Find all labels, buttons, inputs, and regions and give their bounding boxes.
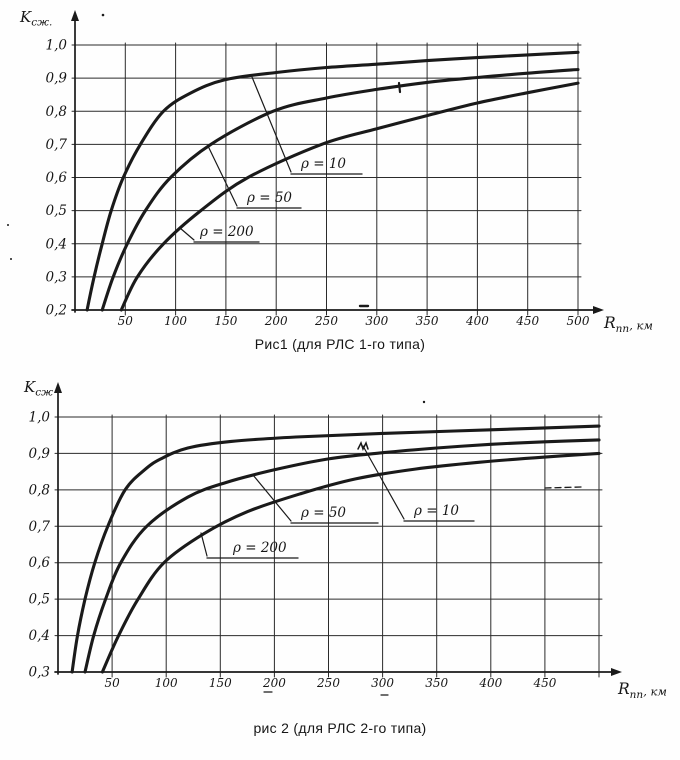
x-tick-label-100: 100	[155, 676, 178, 690]
scan-artifact	[10, 258, 12, 260]
chart-2-caption: рис 2 (для РЛС 2-го типа)	[253, 720, 427, 736]
curve-label-leader-rho-50	[252, 474, 292, 522]
x-axis-arrow	[611, 668, 622, 676]
x-tick-label-300: 300	[371, 676, 394, 690]
curve-label-leader-rho-200	[179, 227, 195, 241]
x-tick-label-300: 300	[365, 314, 388, 328]
curve-label-rho-10: ρ = 10	[413, 503, 459, 519]
x-tick-label-150: 150	[209, 676, 232, 690]
curve-label-leader-rho-50	[207, 145, 238, 207]
x-tick-label-400: 400	[465, 314, 489, 328]
y-tick-label-8: 0,2	[46, 303, 67, 319]
curve-label-leader-rho-200	[200, 532, 208, 557]
scan-artifact	[357, 441, 369, 451]
curve-label-rho-200: ρ = 200	[199, 224, 254, 240]
x-tick-label-450: 450	[532, 676, 556, 690]
y-tick-label-3: 0,7	[46, 137, 68, 153]
x-tick-label-500: 500	[567, 314, 590, 328]
y-tick-label-0: 1,0	[29, 410, 51, 426]
y-tick-label-5: 0,5	[46, 203, 67, 219]
scan-artifact	[422, 400, 426, 404]
curve-rho-200	[119, 81, 580, 312]
x-tick-label-200: 200	[262, 676, 286, 690]
y-tick-label-4: 0,6	[46, 170, 68, 186]
chart-2-plot: 50 100 150 200 250 300 350 400 450 1,0 0,9 0,8 0,7 0,…	[23, 378, 667, 701]
scan-artifact	[7, 224, 9, 226]
curve-label-rho-10: ρ = 10	[300, 156, 346, 172]
y-axis-arrow	[54, 382, 62, 393]
x-tick-label-350: 350	[416, 314, 439, 328]
chart-1-plot: 50 100 150 200 250 300 350 400 450 500 1,0 0,9 0,8 0,…	[7, 8, 653, 335]
x-tick-label-50: 50	[118, 314, 134, 328]
curve-rho-50	[100, 67, 580, 312]
curve-label-rho-50: ρ = 50	[246, 190, 292, 206]
y-tick-label-0: 1,0	[46, 38, 68, 54]
curve-label-rho-200: ρ = 200	[232, 540, 287, 556]
scan-artifact	[397, 81, 402, 94]
y-axis-arrow	[71, 10, 79, 21]
y-tick-label-3: 0,7	[29, 519, 51, 535]
curve-rho-200	[100, 451, 601, 674]
chart-1-block: 50 100 150 200 250 300 350 400 450 500 1,0 0,9 0,8 0,…	[0, 0, 680, 366]
curve-label-leader-rho-10	[251, 76, 292, 173]
x-tick-label-250: 250	[316, 676, 340, 690]
y-axis-title: Kсж.	[19, 8, 52, 29]
y-tick-label-7: 0,3	[46, 269, 67, 285]
curve-rho-10	[70, 424, 601, 674]
x-tick-label-200: 200	[264, 314, 288, 328]
x-tick-label-350: 350	[425, 676, 448, 690]
scan-artifact	[101, 13, 105, 17]
y-tick-label-6: 0,4	[29, 628, 50, 644]
x-axis-title: Rпп, км	[617, 680, 667, 701]
x-tick-label-100: 100	[164, 314, 187, 328]
y-tick-label-6: 0,4	[46, 236, 67, 252]
scan-artifact	[544, 486, 582, 489]
curve-rho-50	[83, 438, 601, 674]
y-tick-label-4: 0,6	[29, 555, 51, 571]
y-tick-label-7: 0,3	[29, 665, 50, 681]
curve-label-leader-rho-10	[362, 445, 405, 520]
curve-rho-10	[85, 50, 580, 312]
x-tick-label-150: 150	[214, 314, 237, 328]
x-tick-label-400: 400	[478, 676, 502, 690]
curve-label-rho-50: ρ = 50	[300, 505, 346, 521]
x-tick-label-50: 50	[104, 676, 120, 690]
chart-2-block: 50 100 150 200 250 300 350 400 450 1,0 0,9 0,8 0,7 0,…	[0, 370, 680, 760]
y-tick-label-5: 0,5	[29, 592, 50, 608]
y-tick-label-1: 0,9	[46, 71, 68, 87]
x-axis-title: Rпп, км	[603, 314, 653, 335]
grid	[71, 42, 582, 316]
x-axis-arrow	[593, 306, 604, 314]
y-tick-label-2: 0,8	[46, 104, 68, 120]
y-tick-label-2: 0,8	[29, 482, 51, 498]
y-tick-label-1: 0,9	[29, 446, 51, 462]
grid	[54, 414, 603, 678]
y-axis-title: Kсж	[23, 378, 53, 399]
x-tick-label-250: 250	[314, 314, 338, 328]
chart-1-caption: Рис1 (для РЛС 1-го типа)	[254, 336, 426, 352]
x-tick-label-450: 450	[515, 314, 539, 328]
